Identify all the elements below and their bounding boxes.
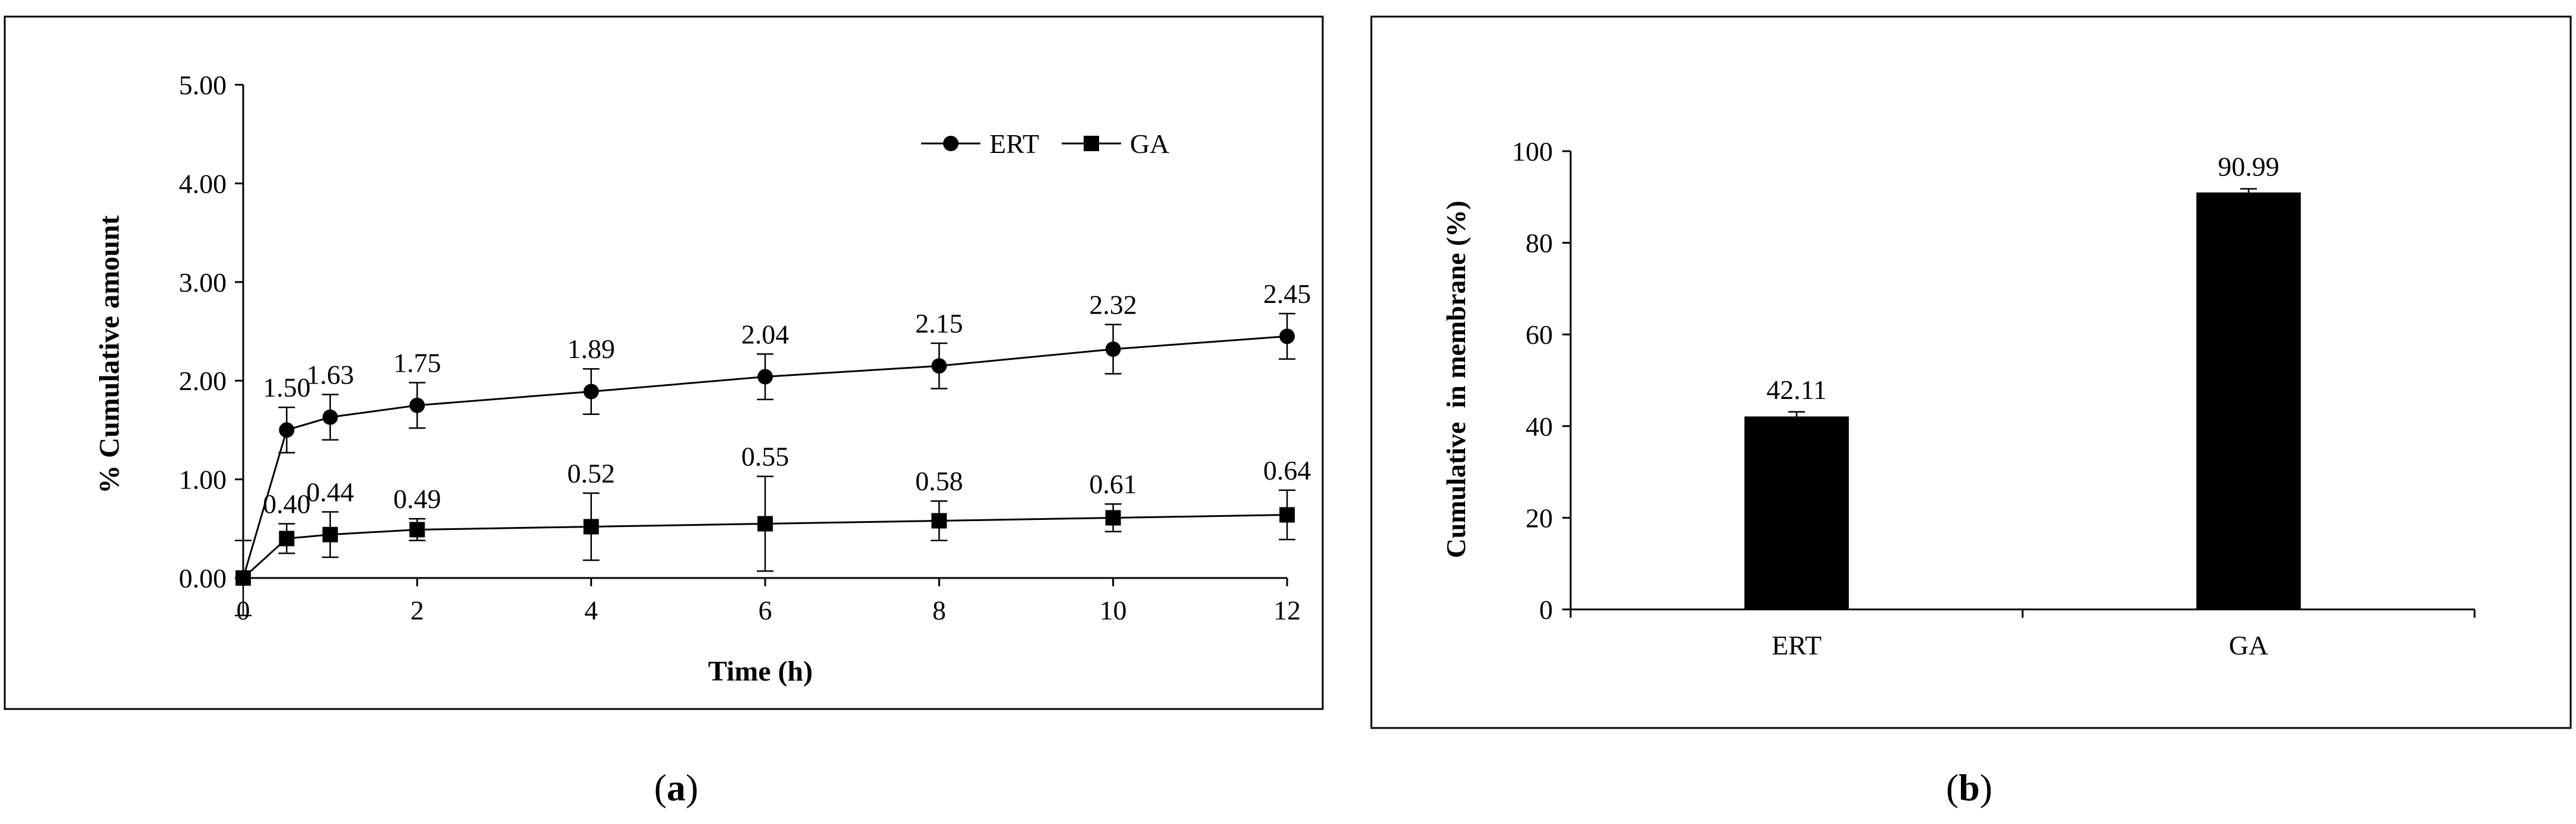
- data-point-ert: [931, 358, 947, 374]
- data-label-ert: 2.45: [1263, 279, 1311, 309]
- chart-b-y-tick-label: 40: [1526, 411, 1553, 442]
- chart-a-xlabel: Time (h): [708, 656, 813, 687]
- data-point-ga: [1279, 507, 1295, 523]
- chart-b-y-tick-label: 100: [1512, 136, 1553, 167]
- data-point-ga: [279, 531, 295, 547]
- data-point-ert: [1105, 341, 1121, 357]
- chart-a-x-tick-label: 8: [932, 595, 946, 625]
- data-label-ga: 0.40: [263, 488, 311, 519]
- data-point-ga: [322, 526, 338, 542]
- chart-a-marks: 1.501.63 1.75 1.89 2.04 2.15 2.32 2.45 0.400.44…: [235, 279, 1311, 617]
- chart-a-y-tick-label: 2.00: [179, 366, 227, 396]
- data-label-ert: 2.04: [741, 319, 789, 349]
- data-label-ga: 0.49: [393, 484, 441, 514]
- data-label-ert: 1.63: [306, 359, 354, 389]
- chart-a-x-tick-label: 6: [759, 595, 772, 625]
- legend-ga-label: GA: [1130, 129, 1169, 159]
- chart-a-y-tick-label: 1.00: [179, 465, 227, 495]
- chart-b-y-tick-label: 80: [1526, 228, 1553, 258]
- chart-a-x-tick-label: 12: [1273, 595, 1301, 625]
- data-point-ert: [757, 369, 773, 385]
- chart-a-axes: 0.001.002.003.004.005.000 2 4 6 8 10 12: [179, 70, 1301, 625]
- data-point-ga: [1105, 510, 1121, 526]
- chart-a-legend: ERT GA: [921, 129, 1169, 159]
- bar-ga: [2196, 192, 2301, 609]
- data-label-ga: 0.58: [915, 466, 963, 496]
- data-label-ga: 0.52: [567, 458, 615, 488]
- chart-b-y-tick-label: 60: [1526, 320, 1553, 350]
- data-label-ga: 0.61: [1089, 469, 1137, 499]
- data-label-ert: 1.89: [567, 334, 615, 364]
- data-label-ga: 0.44: [306, 477, 354, 507]
- chart-b-marks: 42.11 90.99: [1744, 151, 2301, 609]
- data-point-ert: [322, 409, 338, 425]
- legend-ert-label: ERT: [989, 129, 1039, 159]
- data-point-ert: [1279, 328, 1295, 344]
- chart-a-y-tick-label: 5.00: [179, 70, 227, 100]
- chart-a: 0.001.002.003.004.005.000 2 4 6 8 10 12 1.501.…: [4, 15, 1324, 710]
- panel-b-caption-letter: b: [1959, 766, 1980, 809]
- legend-ga-marker: [1084, 136, 1099, 151]
- chart-b-ylabel: Cumulative in membrane (%): [1441, 200, 1471, 558]
- data-label-ert: 1.50: [263, 372, 311, 403]
- data-point-ert: [279, 422, 295, 438]
- data-label-ert: 2.32: [1089, 289, 1137, 320]
- chart-b: 0 20 40 60 80 100 ERT GA 42.11 90.99 Cumulative …: [1370, 15, 2572, 729]
- chart-b-category-label-ert: ERT: [1772, 630, 1822, 660]
- panel-a-caption: (a): [654, 766, 699, 809]
- data-label-ga: 0.64: [1263, 455, 1311, 486]
- data-point-ga: [235, 570, 251, 586]
- bar-value-label-ga: 90.99: [2218, 151, 2279, 181]
- legend-ert-marker: [943, 136, 959, 151]
- panel-a-caption-letter: a: [667, 766, 686, 809]
- data-label-ga: 0.55: [741, 442, 789, 472]
- chart-a-frame: [4, 15, 1324, 710]
- chart-a-y-tick-label: 4.00: [179, 168, 227, 199]
- data-point-ert: [583, 384, 599, 400]
- chart-a-x-tick-label: 2: [410, 595, 424, 625]
- data-point-ga: [409, 522, 425, 538]
- chart-b-axes: 0 20 40 60 80 100 ERT GA: [1512, 136, 2476, 660]
- chart-b-y-tick-label: 0: [1539, 595, 1553, 625]
- chart-a-y-tick-label: 0.00: [179, 563, 227, 593]
- panel-b-caption: (b): [1946, 766, 1992, 809]
- chart-a-ylabel: % Cumulative amount: [94, 215, 125, 493]
- bar-ert: [1744, 416, 1849, 609]
- data-label-ert: 1.75: [393, 348, 441, 378]
- data-point-ga: [931, 513, 947, 529]
- data-point-ga: [757, 516, 773, 532]
- chart-b-category-label-ga: GA: [2229, 630, 2268, 660]
- chart-a-x-tick-label: 10: [1100, 595, 1127, 625]
- bar-value-label-ert: 42.11: [1766, 375, 1827, 405]
- chart-b-y-tick-label: 20: [1526, 503, 1553, 533]
- chart-a-x-tick-label: 4: [584, 595, 598, 625]
- data-point-ga: [583, 519, 599, 535]
- data-label-ert: 2.15: [915, 308, 963, 338]
- chart-a-y-tick-label: 3.00: [179, 267, 227, 298]
- data-point-ert: [409, 397, 425, 413]
